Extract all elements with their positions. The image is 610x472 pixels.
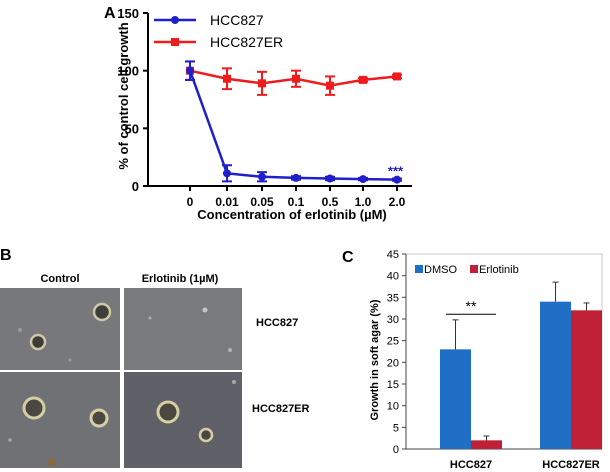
panel-b-letter: B xyxy=(0,247,12,264)
data-point-hcc827 xyxy=(186,66,194,75)
panel-c-ylabel: Growth in soft agar (%) xyxy=(369,299,381,420)
significance-label: *** xyxy=(387,164,403,179)
bar-dmso xyxy=(440,349,471,449)
data-point-hcc827 xyxy=(258,172,266,181)
panel-c-y-tick-label: 35 xyxy=(387,292,399,304)
legend-label-dmso: DMSO xyxy=(424,264,457,276)
data-point-hcc827er xyxy=(258,79,266,88)
panel-c-y-tick-label: 40 xyxy=(387,271,399,283)
data-point-hcc827 xyxy=(393,175,401,184)
bar-erlotinib xyxy=(471,440,502,449)
legend-label-hcc827er: HCC827ER xyxy=(210,34,283,50)
panel-a-axes: 0 50 100 150 0 0.01 0.05 0.1 0.5 1.0 2.0 xyxy=(117,6,412,209)
panel-a: A % of control cell growth Concentration… xyxy=(104,5,412,222)
data-point-hcc827er xyxy=(359,75,367,84)
panel-c-y-tick-label: 30 xyxy=(387,314,399,326)
panel-a-x-tick-label: 0.1 xyxy=(288,195,305,209)
legend-label-erlotinib: Erlotinib xyxy=(479,264,519,276)
panel-a-marks: *** xyxy=(185,60,404,184)
bar-dmso xyxy=(540,301,571,449)
panel-b-row-label-hcc827er: HCC827ER xyxy=(252,403,310,415)
micrograph-erlotinib-hcc827er xyxy=(124,372,242,468)
data-point-hcc827er xyxy=(223,74,231,83)
panel-c-x-tick-label: HCC827ER xyxy=(542,459,600,471)
panel-c-y-tick-label: 0 xyxy=(393,444,399,456)
bar-erlotinib xyxy=(571,310,602,449)
data-point-hcc827 xyxy=(326,174,334,183)
panel-b-col-label-control: Control xyxy=(40,273,79,285)
data-point-hcc827er xyxy=(393,72,401,81)
panel-c-y-tick-label: 20 xyxy=(387,357,399,369)
panel-a-x-tick-label: 0.01 xyxy=(215,195,239,209)
data-point-hcc827er xyxy=(326,81,334,90)
panel-b-row-label-hcc827: HCC827 xyxy=(256,317,298,329)
panel-c-marks: ** xyxy=(440,281,602,449)
micrograph-control-hcc827er xyxy=(0,372,120,468)
panel-c-y-tick-label: 25 xyxy=(387,336,399,348)
data-point-hcc827 xyxy=(292,173,300,182)
panel-a-x-tick-label: 2.0 xyxy=(389,195,406,209)
panel-a-y-tick-label: 0 xyxy=(132,179,139,194)
panel-a-x-tick-label: 1.0 xyxy=(355,195,372,209)
panel-b: B Control Erlotinib (1µM) xyxy=(0,247,310,468)
panel-a-xlabel: Concentration of erlotinib (µM) xyxy=(197,207,386,222)
panel-a-y-tick-label: 50 xyxy=(125,121,139,136)
panel-a-x-tick-label: 0.05 xyxy=(250,195,274,209)
legend-label-hcc827: HCC827 xyxy=(210,12,264,28)
panel-a-letter: A xyxy=(104,5,116,22)
legend-swatch-erlotinib xyxy=(470,265,478,273)
panel-c-letter: C xyxy=(342,249,354,266)
panel-c-y-tick-label: 45 xyxy=(387,249,399,261)
panel-a-x-tick-label: 0.5 xyxy=(322,195,339,209)
legend-marker-hcc827 xyxy=(171,16,179,24)
micrograph-control-hcc827 xyxy=(0,288,120,370)
panel-c-y-tick-label: 15 xyxy=(387,379,399,391)
panel-a-legend: HCC827 HCC827ER xyxy=(154,12,283,50)
data-point-hcc827er xyxy=(292,74,300,83)
data-point-hcc827 xyxy=(359,175,367,184)
panel-a-y-tick-label: 150 xyxy=(117,6,139,21)
panel-c-legend: DMSO Erlotinib xyxy=(415,264,519,276)
legend-marker-hcc827er xyxy=(171,38,179,46)
data-point-hcc827 xyxy=(223,169,231,178)
panel-b-col-label-erlotinib: Erlotinib (1µM) xyxy=(142,273,219,285)
significance-label: ** xyxy=(466,298,477,314)
panel-a-y-tick-label: 100 xyxy=(117,64,139,79)
panel-c: C Growth in soft agar (%) 0 5 10 15 20 25 30 35… xyxy=(342,249,603,471)
panel-a-x-tick-label: 0 xyxy=(187,195,194,209)
micrograph-erlotinib-hcc827 xyxy=(124,288,242,370)
panel-a-ylabel: % of control cell growth xyxy=(116,22,131,169)
panel-c-y-tick-label: 10 xyxy=(387,401,399,413)
panel-c-x-tick-label: HCC827 xyxy=(450,459,492,471)
legend-swatch-dmso xyxy=(415,265,423,273)
panel-c-y-tick-label: 5 xyxy=(393,422,399,434)
